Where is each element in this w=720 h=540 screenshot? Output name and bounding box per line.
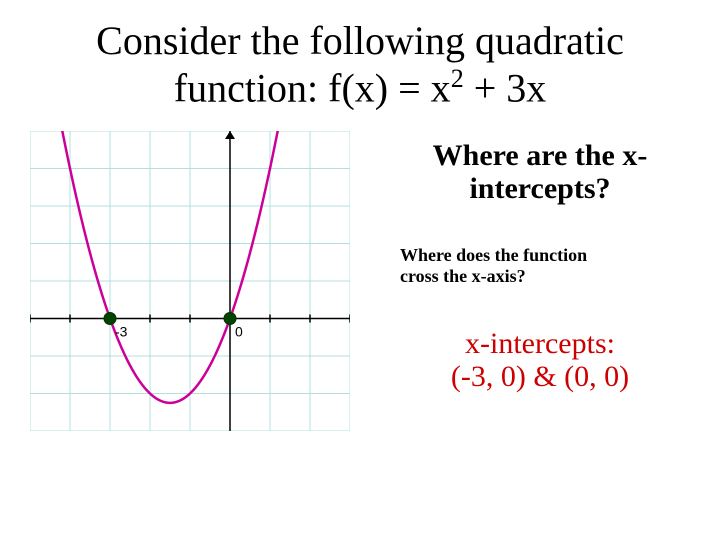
- question-intercepts: Where are the x- intercepts?: [390, 139, 690, 205]
- question1-line1: Where are the x-: [433, 139, 648, 172]
- question2-line1: Where does the function: [400, 245, 587, 265]
- text-area: Where are the x- intercepts? Where does …: [380, 131, 720, 431]
- question2-line2: cross the x-axis?: [400, 266, 526, 286]
- graph-area: -3 0: [0, 131, 380, 431]
- svg-text:0: 0: [235, 324, 243, 340]
- answer-line1: x-intercepts:: [465, 327, 615, 360]
- title-line2-prefix: function: f(x) = x: [174, 65, 451, 110]
- title-line2-suffix: + 3x: [464, 65, 547, 110]
- answer-line2: (-3, 0) & (0, 0): [451, 360, 629, 393]
- title-line1: Consider the following quadratic: [96, 18, 624, 63]
- title-superscript: 2: [451, 64, 464, 93]
- question-cross-axis: Where does the function cross the x-axis…: [400, 245, 690, 286]
- slide-title: Consider the following quadratic functio…: [0, 0, 720, 111]
- content-row: -3 0 Where are the x- intercepts? Where d…: [0, 131, 720, 431]
- svg-text:-3: -3: [115, 324, 128, 340]
- question1-line2: intercepts?: [469, 172, 610, 205]
- answer-intercepts: x-intercepts: (-3, 0) & (0, 0): [390, 327, 690, 393]
- quadratic-graph: -3 0: [30, 131, 350, 431]
